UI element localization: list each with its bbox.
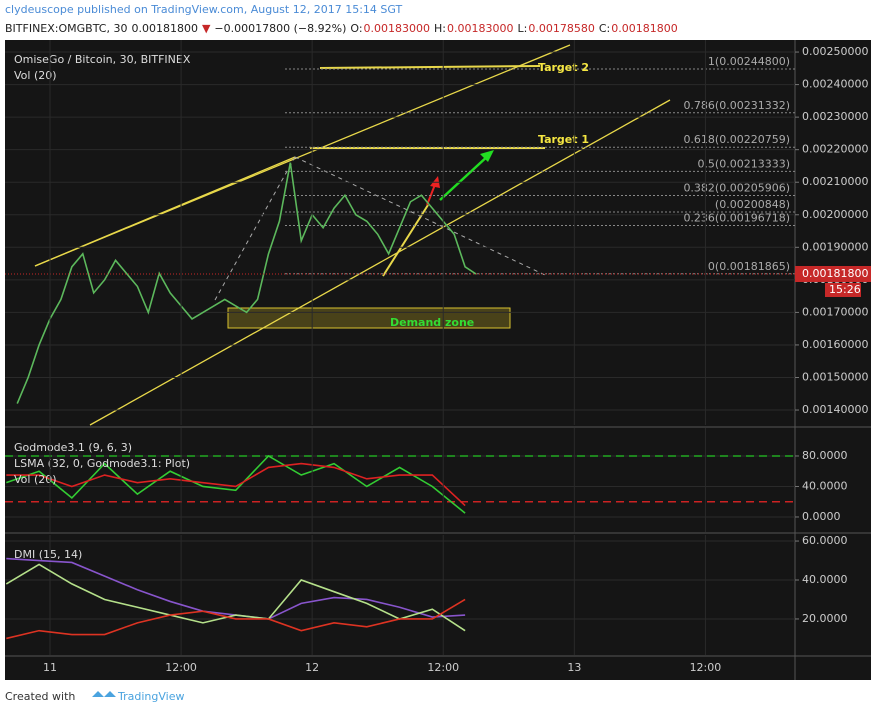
trend bbox=[34, 156, 296, 267]
pane-volume: Vol (20) bbox=[14, 473, 57, 486]
y-tick-label: 40.0000 bbox=[802, 573, 848, 586]
x-tick-label: 12:00 bbox=[690, 661, 722, 674]
header: clydeuscope published on TradingView.com… bbox=[5, 3, 403, 16]
annotation: Target 2 bbox=[538, 61, 589, 74]
series-line bbox=[5, 563, 466, 632]
y-tick-label: 0.00210000 bbox=[802, 175, 868, 188]
byline: clydeuscope published on TradingView.com… bbox=[5, 3, 403, 16]
last-price-tag bbox=[795, 265, 871, 282]
ohlc-value: 0.00181800 bbox=[611, 22, 677, 35]
pane-title: OmiseGo / Bitcoin, 30, BITFINEX bbox=[14, 53, 191, 66]
fib-label: 0.786(0.00231332) bbox=[683, 99, 790, 112]
y-tick-label: 0.00190000 bbox=[802, 240, 868, 253]
series-line bbox=[16, 162, 477, 404]
countdown-tag bbox=[825, 282, 861, 297]
ohlc-label: H: bbox=[434, 22, 446, 35]
y-tick-label: 80.0000 bbox=[802, 449, 848, 462]
pane-title: Godmode3.1 (9, 6, 3) bbox=[14, 441, 132, 454]
y-tick-label: 0.00140000 bbox=[802, 403, 868, 416]
ohlc-value: 0.00183000 bbox=[364, 22, 430, 35]
y-tick-label: 0.00230000 bbox=[802, 110, 868, 123]
dash bbox=[294, 156, 546, 276]
annotation: Demand zone bbox=[390, 316, 474, 329]
green-arrowhead bbox=[480, 150, 494, 162]
created-with: Created with bbox=[5, 690, 75, 703]
x-tick-label: 11 bbox=[43, 661, 57, 674]
x-tick-label: 13 bbox=[567, 661, 581, 674]
x-tick-label: 12:00 bbox=[427, 661, 459, 674]
ohlc-label: O: bbox=[350, 22, 362, 35]
fib-label: 0.236(0.00196718) bbox=[683, 211, 790, 224]
change: −0.00017800 (−8.92%) bbox=[214, 22, 346, 35]
change-arrow: ▼ bbox=[202, 22, 211, 35]
pane-subtitle: Vol (20) bbox=[14, 69, 57, 82]
pane-subtitle: LSMA (32, 0, Godmode3.1: Plot) bbox=[14, 457, 190, 470]
ohlc-label: C: bbox=[599, 22, 610, 35]
pattern-line bbox=[382, 204, 429, 277]
series-line bbox=[6, 454, 466, 514]
countdown: 15:26 bbox=[829, 283, 861, 296]
ohlc-label: L: bbox=[518, 22, 528, 35]
y-tick-label: 0.0000 bbox=[802, 510, 841, 523]
last: 0.00181800 bbox=[131, 22, 197, 35]
brand: TradingView bbox=[117, 690, 184, 703]
demand-zone bbox=[227, 307, 511, 329]
y-tick-label: 0.00240000 bbox=[802, 78, 868, 91]
fib-label: 0.5(0.00213333) bbox=[697, 157, 790, 170]
channel-bottom bbox=[89, 99, 671, 426]
dashed-lines bbox=[214, 156, 546, 301]
y-tick-label: 0.00250000 bbox=[802, 45, 868, 58]
last-price-label: 0.00181800 bbox=[802, 267, 868, 280]
symbol: BITFINEX:OMGBTC, 30 bbox=[5, 22, 127, 35]
fib-label: 0(0.00181865) bbox=[708, 260, 790, 273]
x-tick-label: 12:00 bbox=[165, 661, 197, 674]
fib-label: 1(0.00244800) bbox=[708, 55, 790, 68]
y-tick-label: 0.00200000 bbox=[802, 208, 868, 221]
target2-line bbox=[319, 65, 541, 69]
y-tick-label: 20.0000 bbox=[802, 612, 848, 625]
y-tick-label: 0.00160000 bbox=[802, 338, 868, 351]
green-arrow bbox=[439, 153, 491, 201]
ohlc-value: 0.00183000 bbox=[447, 22, 513, 35]
pane-title: DMI (15, 14) bbox=[14, 548, 82, 561]
y-tick-label: 60.0000 bbox=[802, 534, 848, 547]
fib-label: 0.618(0.00220759) bbox=[683, 133, 790, 146]
dash bbox=[214, 156, 296, 301]
chart-bg bbox=[5, 40, 871, 680]
trendlines bbox=[34, 44, 671, 426]
y-tick-label: 0.00220000 bbox=[802, 143, 868, 156]
fib-label: (0.00200848) bbox=[715, 198, 790, 211]
y-tick-label: 0.00150000 bbox=[802, 370, 868, 383]
fib-label: 0.382(0.00205906) bbox=[683, 182, 790, 195]
y-tick-label: 0.00170000 bbox=[802, 305, 868, 318]
series-line bbox=[6, 598, 466, 640]
series-line bbox=[6, 462, 466, 507]
annotation: Target 1 bbox=[538, 133, 589, 146]
tv-logo bbox=[92, 691, 116, 697]
y-tick-label: 40.0000 bbox=[802, 479, 848, 492]
ohlc-value: 0.00178580 bbox=[528, 22, 594, 35]
x-tick-label: 12 bbox=[305, 661, 319, 674]
